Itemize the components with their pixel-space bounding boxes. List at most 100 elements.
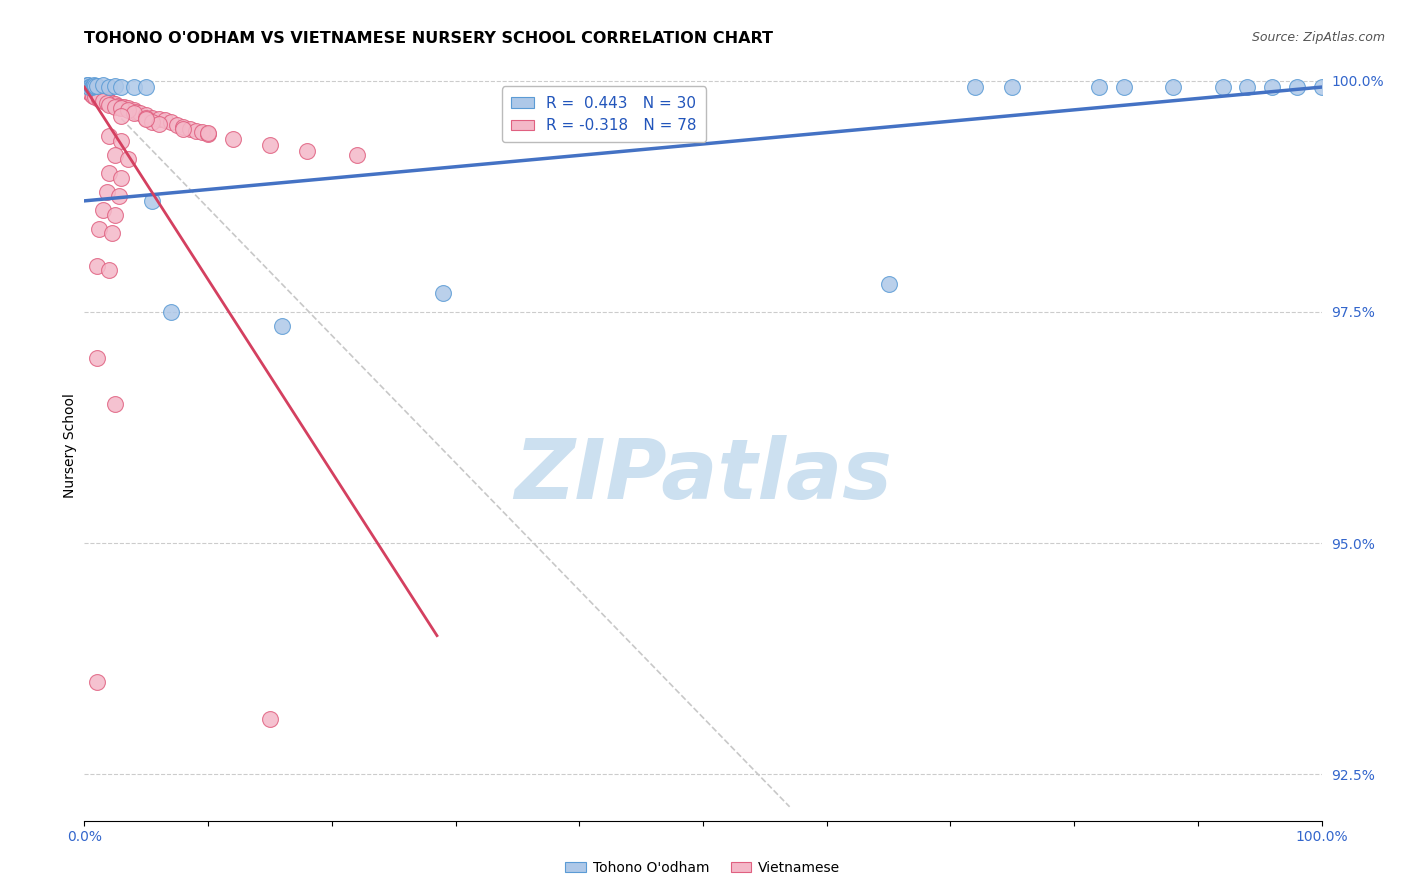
Point	[1261, 80, 1284, 95]
Point	[104, 79, 127, 94]
Point	[77, 78, 100, 93]
Point	[98, 129, 121, 144]
Point	[153, 113, 176, 128]
Point	[107, 98, 129, 112]
Point	[259, 712, 281, 726]
Point	[77, 83, 100, 97]
Point	[79, 85, 101, 99]
Point	[89, 88, 111, 103]
Point	[117, 101, 139, 115]
Point	[79, 82, 101, 96]
Legend: R =  0.443 N = 30, R = -0.318 N = 78: R = 0.443 N = 30, R = -0.318 N = 78	[502, 87, 706, 143]
Point	[141, 111, 163, 125]
Point	[98, 263, 121, 277]
Point	[104, 397, 127, 411]
Point	[98, 80, 121, 95]
Point	[98, 166, 121, 180]
Point	[79, 87, 101, 102]
Point	[129, 106, 152, 120]
Point	[104, 208, 127, 222]
Point	[166, 118, 188, 132]
Text: ZIPatlas: ZIPatlas	[515, 435, 891, 516]
Point	[91, 94, 114, 108]
Point	[86, 259, 108, 273]
Point	[141, 115, 163, 129]
Point	[90, 89, 112, 103]
Point	[89, 221, 111, 235]
Point	[87, 87, 110, 102]
Point	[1112, 80, 1135, 95]
Point	[108, 189, 131, 203]
Point	[82, 89, 104, 103]
Point	[135, 111, 157, 125]
Point	[96, 185, 118, 199]
Point	[94, 92, 117, 106]
Point	[80, 80, 103, 95]
Point	[1310, 80, 1333, 95]
Point	[125, 105, 148, 120]
Point	[96, 95, 118, 110]
Point	[84, 86, 107, 100]
Point	[160, 115, 183, 129]
Point	[160, 305, 183, 319]
Point	[104, 99, 127, 113]
Point	[84, 90, 107, 104]
Point	[86, 674, 108, 689]
Point	[117, 153, 139, 167]
Point	[172, 121, 194, 136]
Point	[79, 79, 101, 94]
Point	[110, 170, 132, 185]
Point	[197, 128, 219, 142]
Point	[184, 123, 207, 137]
Point	[89, 92, 111, 106]
Point	[432, 286, 454, 301]
Point	[191, 125, 214, 139]
Point	[135, 80, 157, 95]
Point	[271, 318, 294, 333]
Point	[98, 97, 121, 112]
Point	[148, 117, 170, 131]
Point	[877, 277, 900, 292]
Y-axis label: Nursery School: Nursery School	[63, 393, 77, 499]
Point	[179, 121, 201, 136]
Point	[98, 95, 121, 109]
Point	[141, 194, 163, 208]
Point	[100, 95, 122, 110]
Point	[1236, 80, 1258, 95]
Point	[110, 80, 132, 95]
Point	[84, 79, 107, 94]
Point	[82, 83, 104, 97]
Point	[100, 226, 122, 240]
Legend: Tohono O'odham, Vietnamese: Tohono O'odham, Vietnamese	[560, 855, 846, 880]
Point	[135, 112, 157, 127]
Point	[122, 103, 145, 118]
Point	[148, 112, 170, 127]
Point	[89, 87, 111, 102]
Point	[122, 80, 145, 95]
Point	[259, 138, 281, 153]
Point	[110, 109, 132, 123]
Point	[135, 108, 157, 122]
Point	[86, 351, 108, 365]
Point	[91, 90, 114, 104]
Point	[93, 91, 115, 105]
Point	[117, 103, 139, 118]
Point	[346, 147, 368, 161]
Point	[1001, 80, 1024, 95]
Point	[1285, 80, 1308, 95]
Point	[197, 126, 219, 140]
Point	[222, 132, 245, 146]
Point	[110, 99, 132, 113]
Point	[96, 92, 118, 106]
Point	[86, 79, 108, 94]
Point	[91, 203, 114, 218]
Point	[79, 80, 101, 95]
Point	[110, 134, 132, 148]
Point	[104, 96, 127, 111]
Point	[965, 80, 987, 95]
Point	[112, 100, 135, 114]
Point	[104, 147, 127, 161]
Point	[86, 86, 108, 100]
Point	[295, 144, 318, 158]
Point	[97, 94, 120, 108]
